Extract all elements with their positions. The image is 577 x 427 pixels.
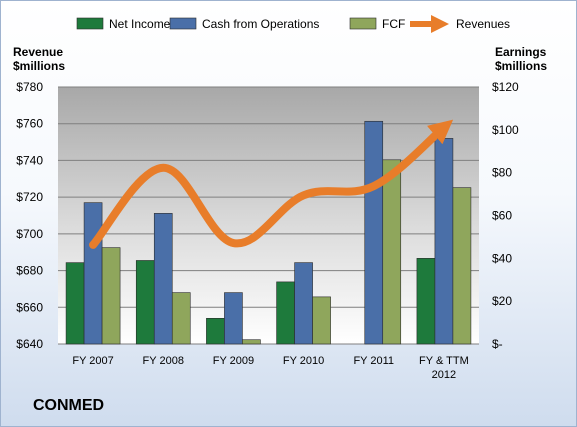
legend-item: FCF	[349, 17, 405, 31]
legend-item: Cash from Operations	[169, 17, 319, 31]
bar-fcf	[382, 159, 402, 345]
left-tick-label: $740	[16, 153, 43, 167]
bar-fcf	[452, 187, 472, 345]
bar-fcf	[101, 247, 121, 345]
right-tick-label: $80	[492, 166, 512, 180]
x-tick-label: FY 2011	[353, 355, 394, 367]
left-tick-label: $760	[16, 117, 43, 131]
right-tick-label: $20	[492, 294, 512, 308]
right-tick-label: $-	[492, 337, 503, 351]
legend-swatch	[169, 17, 197, 30]
right-tick-label: $40	[492, 251, 512, 265]
revenue-line	[89, 119, 454, 249]
x-tick-label: FY 2010	[283, 355, 324, 367]
left-tick-label: $640	[16, 337, 43, 351]
company-label: CONMED	[33, 397, 105, 414]
right-tick-label: $60	[492, 209, 512, 223]
bar-net-income	[206, 317, 225, 345]
bar-cash-from-operations	[224, 292, 243, 345]
x-tick-label: FY 2008	[143, 355, 184, 367]
bar-fcf	[242, 339, 261, 345]
left-tick-label: $680	[16, 264, 43, 278]
legend-label: FCF	[382, 17, 405, 31]
legend-item: Net Income	[76, 17, 171, 31]
legend-label: Cash from Operations	[202, 17, 319, 31]
legend: Net Income Cash from Operations FCF Revenue…	[76, 15, 510, 33]
right-tick-label: $120	[492, 80, 519, 94]
bar-cash-from-operations	[364, 120, 384, 345]
bar-net-income	[135, 260, 155, 345]
x-tick-label: FY 2009	[213, 355, 254, 367]
revenue-line-path	[89, 119, 454, 249]
legend-label: Net Income	[109, 17, 171, 31]
right-axis-title-line1: Earnings	[495, 45, 547, 59]
left-tick-label: $700	[16, 227, 43, 241]
right-axis-title: Earnings $millions	[495, 45, 547, 73]
legend-swatch	[76, 17, 104, 30]
bar-fcf	[312, 296, 331, 345]
axis-ticks: $640 $660 $680 $700 $720 $740 $760 $780 $- $20 $40…	[16, 80, 519, 381]
bar-net-income	[276, 281, 295, 345]
x-tick-label-line1: FY & TTM	[419, 355, 469, 367]
left-axis-title-line2: $millions	[13, 59, 66, 73]
left-axis-title-line1: Revenue	[13, 45, 64, 59]
left-axis-title: Revenue $millions	[13, 45, 65, 73]
bar-fcf	[171, 292, 191, 345]
plot-area	[58, 87, 479, 344]
right-axis-title-line2: $millions	[495, 59, 548, 73]
bars	[65, 120, 472, 345]
left-tick-label: $660	[16, 300, 43, 314]
bar-net-income	[65, 262, 85, 345]
left-tick-label: $780	[16, 80, 43, 94]
legend-label: Revenues	[456, 17, 510, 31]
bar-net-income	[416, 258, 436, 345]
bar-cash-from-operations	[83, 202, 103, 345]
x-tick-label-line2: 2012	[432, 369, 456, 381]
bar-cash-from-operations	[153, 213, 173, 345]
x-tick-label: FY & TTM 2012	[419, 355, 469, 381]
left-tick-label: $720	[16, 190, 43, 204]
legend-swatch	[349, 17, 377, 30]
right-tick-label: $100	[492, 123, 519, 137]
x-tick-label: FY 2007	[72, 355, 113, 367]
bar-cash-from-operations	[294, 262, 313, 345]
bar-cash-from-operations	[434, 138, 454, 345]
legend-item: Revenues	[410, 15, 510, 33]
